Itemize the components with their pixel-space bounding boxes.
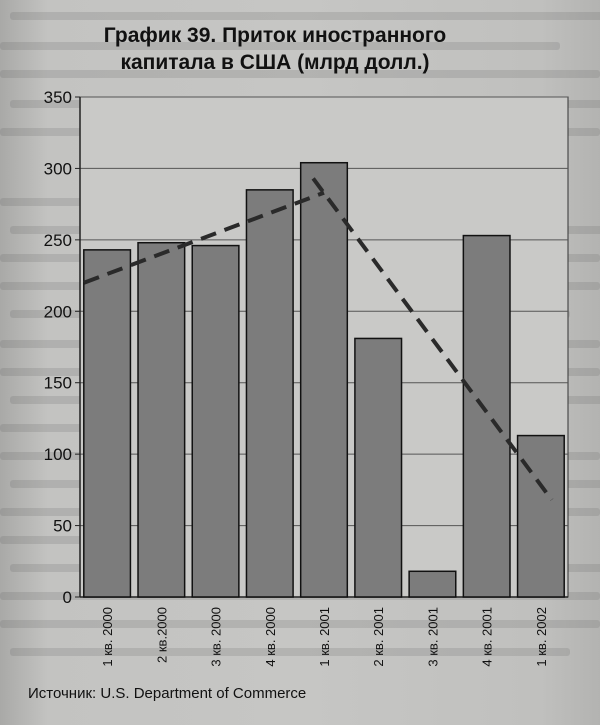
y-tick-label: 100 [44, 445, 72, 464]
y-tick-label: 350 [44, 88, 72, 107]
x-tick-label: 1 кв. 2000 [100, 607, 115, 667]
x-tick-label: 1 кв. 2001 [317, 607, 332, 667]
bar [299, 161, 349, 598]
x-tick-label: 3 кв. 2000 [209, 607, 224, 667]
x-tick-label: 3 кв. 2001 [425, 607, 440, 667]
source-note: Источник: U.S. Department of Commerce [28, 685, 307, 702]
bar [408, 570, 457, 598]
y-tick-label: 300 [44, 159, 72, 178]
y-tick-label: 50 [53, 517, 72, 536]
bar [462, 234, 511, 598]
chart-title-line-1: График 39. Приток иностранного [103, 24, 447, 47]
chart-title: График 39. Приток иностранного капитала … [80, 22, 470, 76]
trend-line [83, 190, 325, 285]
bar [83, 249, 132, 598]
bar [191, 244, 240, 598]
bar [137, 241, 186, 598]
x-tick-label: 4 кв. 2000 [263, 607, 278, 667]
bar [354, 337, 403, 598]
y-tick-label: 150 [44, 374, 72, 393]
x-tick-label: 2 кв.2000 [154, 607, 169, 663]
x-tick-label: 1 кв. 2002 [534, 607, 549, 667]
chart-title-line-2: капитала в США (млрд долл.) [120, 51, 430, 74]
y-tick-label: 200 [44, 302, 72, 321]
y-tick-label: 0 [63, 588, 72, 607]
x-tick-label: 2 кв. 2001 [371, 607, 386, 667]
trend-line [311, 177, 554, 502]
bar [516, 434, 565, 598]
bar [245, 189, 294, 598]
x-tick-label: 4 кв. 2001 [480, 607, 495, 667]
y-tick-label: 250 [44, 231, 72, 250]
